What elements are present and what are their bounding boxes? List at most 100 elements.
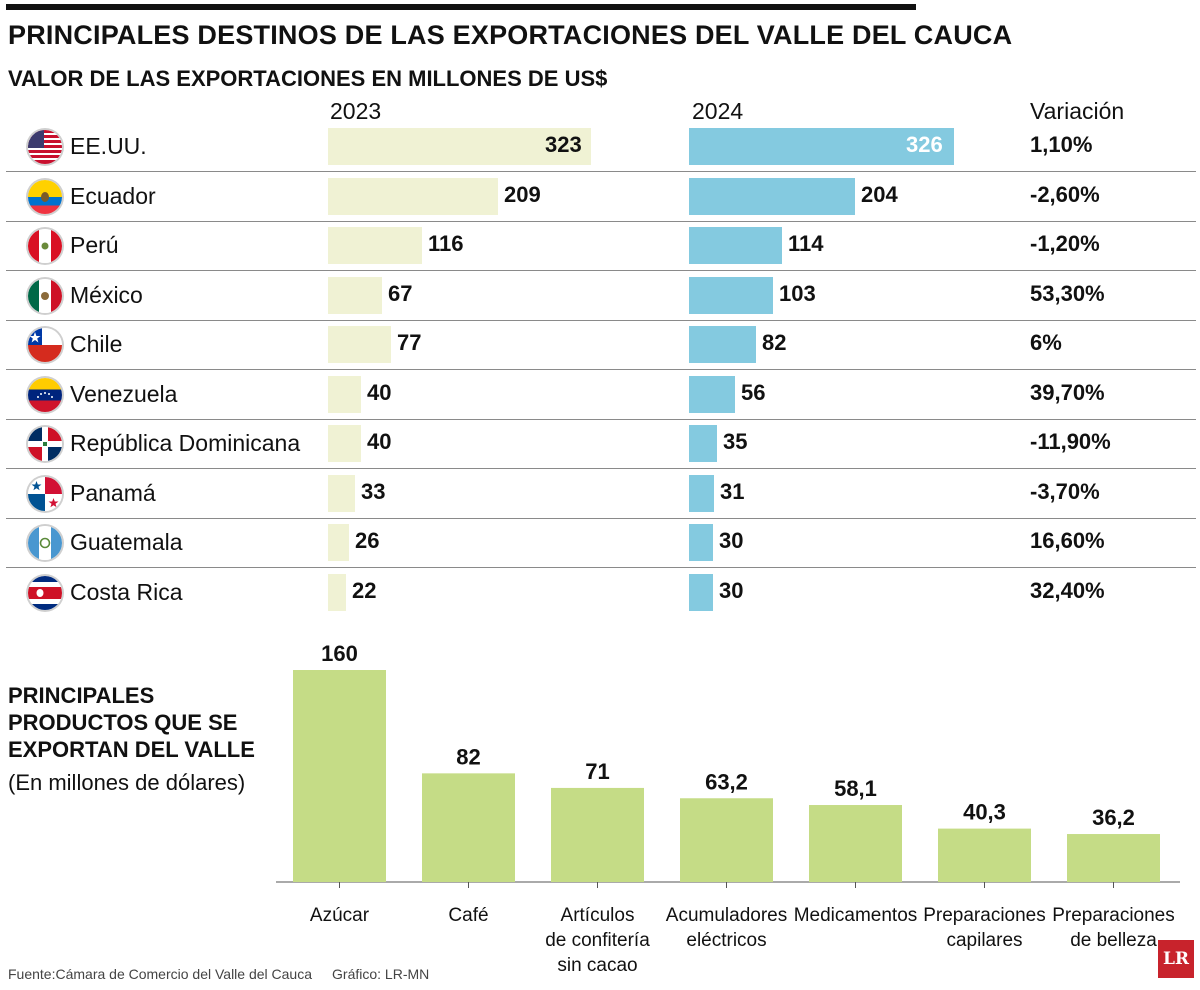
ecuador-flag-icon [28, 179, 62, 214]
country-row: Perú 116 114 -1,20% [6, 221, 1196, 271]
chart-title: PRINCIPALES DESTINOS DE LAS EXPORTACIONE… [8, 20, 1013, 50]
product-value-label: 58,1 [834, 776, 877, 801]
bar-2024 [689, 128, 954, 165]
country-name: Panamá [70, 479, 156, 506]
product-value-label: 40,3 [963, 800, 1006, 825]
value-2023: 323 [545, 132, 582, 157]
country-name: Perú [70, 232, 119, 258]
value-2024: 204 [861, 181, 898, 207]
value-2024: 30 [719, 577, 744, 603]
product-value-label: 160 [321, 641, 358, 666]
products-title-line: PRODUCTOS QUE SE [8, 710, 238, 735]
value-2024: 103 [779, 280, 816, 306]
country-row: Venezuela 40 56 39,70% [6, 370, 1196, 420]
product-bar [293, 670, 386, 882]
credit-text: Gráfico: LR-MN [332, 966, 430, 982]
bar-2023 [328, 128, 591, 165]
variation-value: 32,40% [1030, 577, 1105, 603]
product-category-label: capilares [946, 930, 1022, 951]
value-2024: 114 [788, 231, 824, 256]
guatemala-flag-icon [28, 526, 62, 560]
bar-2023 [328, 276, 382, 314]
product-value-label: 63,2 [705, 769, 748, 794]
costa-rica-flag-icon [28, 575, 62, 610]
product-category-label: Artículos [561, 905, 635, 926]
country-name: Chile [70, 331, 123, 357]
variation-value: 6% [1030, 330, 1062, 355]
value-2023: 209 [504, 181, 541, 207]
country-name: EE.UU. [70, 133, 147, 159]
row-divider [6, 220, 1196, 222]
variation-value: 53,30% [1030, 280, 1105, 306]
products-title-line: EXPORTAN DEL VALLE [8, 737, 255, 762]
country-row: EE.UU. 323 326 1,10% [6, 122, 1196, 172]
value-2023: 116 [428, 231, 464, 256]
bar-2024 [689, 375, 735, 413]
variation-value: -3,70% [1030, 478, 1100, 504]
product-bar [938, 828, 1031, 882]
bar-2024 [689, 276, 773, 314]
bar-2024 [689, 524, 713, 561]
bar-2024 [689, 177, 855, 215]
peru-flag-icon [28, 229, 62, 263]
top-rule [6, 4, 916, 10]
mexico-flag-icon [28, 278, 62, 313]
products-unit-note: (En millones de dólares) [8, 770, 246, 795]
products-title: PRINCIPALES PRODUCTOS QUE SE EXPORTAN DE… [8, 682, 255, 763]
row-divider [6, 468, 1196, 469]
row-divider [6, 517, 1196, 519]
product-category-label: sin cacao [557, 955, 637, 976]
bar-2023 [328, 227, 422, 264]
product-value-label: 36,2 [1092, 805, 1135, 830]
product-category-label: eléctricos [686, 930, 766, 951]
row-divider [6, 567, 1196, 568]
product-category-label: Medicamentos [794, 905, 918, 926]
variation-value: -2,60% [1030, 181, 1100, 207]
bar-2023 [328, 425, 361, 462]
row-divider [6, 171, 1196, 172]
value-2023: 77 [397, 330, 422, 355]
product-category-label: Acumuladores [666, 905, 787, 926]
variation-value: -11,90% [1030, 429, 1111, 454]
value-2023: 40 [367, 379, 392, 405]
country-row: Ecuador 209 204 -2,60% [6, 172, 1196, 222]
product-bar [422, 773, 515, 882]
product-category-label: Café [448, 905, 488, 926]
country-row: Costa Rica 22 30 32,40% [6, 568, 1196, 618]
product-bar [680, 798, 773, 882]
product-category-label: Preparaciones [1052, 905, 1175, 926]
product-value-label: 71 [585, 759, 609, 784]
column-header-variation: Variación [1030, 98, 1125, 124]
value-2023: 22 [352, 577, 377, 603]
value-2023: 40 [367, 429, 392, 454]
country-row: Guatemala 26 30 16,60% [6, 518, 1196, 568]
value-2023: 67 [388, 280, 413, 306]
product-bar [551, 787, 644, 882]
product-category-label: de confitería [545, 930, 650, 951]
variation-value: 39,70% [1030, 379, 1105, 405]
product-category-label: Azúcar [310, 905, 370, 926]
bar-2024 [689, 425, 717, 462]
products-title-line: PRINCIPALES [8, 683, 155, 708]
value-2024: 326 [906, 132, 943, 157]
product-bar [809, 805, 902, 882]
country-row: México 67 103 53,30% [6, 271, 1196, 321]
bar-2024 [689, 474, 714, 512]
venezuela-flag-icon [28, 377, 62, 412]
bar-2024 [689, 573, 713, 611]
row-divider [6, 369, 1196, 370]
row-divider [6, 418, 1196, 420]
panama-flag-icon [28, 476, 62, 511]
variation-value: -1,20% [1030, 231, 1100, 256]
row-divider [6, 319, 1196, 321]
usa-flag-icon [28, 130, 62, 164]
country-name: Costa Rica [70, 578, 183, 605]
value-2024: 31 [720, 478, 745, 504]
bar-2023 [328, 375, 361, 413]
column-header-2023: 2023 [330, 98, 382, 124]
bar-2023 [328, 474, 355, 512]
country-name: Venezuela [70, 380, 178, 407]
value-2023: 26 [355, 528, 380, 553]
bar-2023 [328, 573, 346, 611]
